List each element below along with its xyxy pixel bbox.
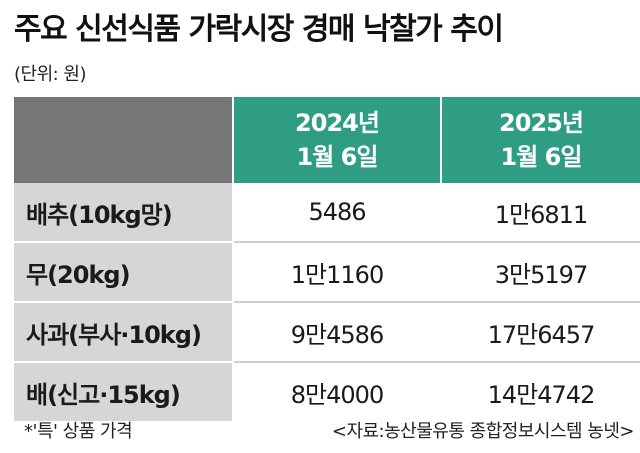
header-2025: 2025년 1월 6일: [440, 97, 640, 183]
item-name: 무(20kg): [14, 242, 233, 303]
table-row: 무(20kg) 1만1160 3만5197: [14, 242, 640, 303]
table-row: 사과(부사·10kg) 9만4586 17만6457: [14, 302, 640, 363]
price-2025: 3만5197: [440, 242, 640, 303]
page-title: 주요 신선식품 가락시장 경매 낙찰가 추이: [14, 12, 504, 47]
price-2024: 8만4000: [232, 362, 441, 422]
header-2025-year: 2025년: [499, 109, 584, 137]
price-2025: 17만6457: [440, 302, 640, 363]
price-table: 2024년 1월 6일 2025년 1월 6일 배추(10kg망) 5486 1…: [14, 97, 640, 423]
price-2024: 1만1160: [232, 242, 441, 303]
table-row: 배(신고·15kg) 8만4000 14만4742: [14, 362, 640, 423]
price-2024: 9만4586: [232, 302, 441, 363]
unit-label: (단위: 원): [14, 64, 87, 85]
footer: *'특' 상품 가격 <자료:농산물유통 종합정보시스템 농넷>: [24, 417, 635, 443]
header-2024-date: 1월 6일: [296, 143, 379, 171]
header-item-cell: [14, 97, 233, 183]
source-credit: <자료:농산물유통 종합정보시스템 농넷>: [331, 421, 635, 442]
header-2024: 2024년 1월 6일: [232, 97, 441, 183]
item-name: 배(신고·15kg): [14, 362, 233, 423]
price-2024: 5486: [232, 183, 441, 243]
item-name: 사과(부사·10kg): [14, 302, 233, 363]
table-header-row: 2024년 1월 6일 2025년 1월 6일: [14, 97, 640, 183]
footnote: *'특' 상품 가격: [24, 421, 133, 442]
table-row: 배추(10kg망) 5486 1만6811: [14, 183, 640, 243]
header-2025-date: 1월 6일: [500, 143, 583, 171]
price-2025: 14만4742: [440, 362, 640, 422]
price-2025: 1만6811: [440, 183, 640, 243]
header-2024-year: 2024년: [295, 109, 380, 137]
item-name: 배추(10kg망): [14, 183, 233, 243]
